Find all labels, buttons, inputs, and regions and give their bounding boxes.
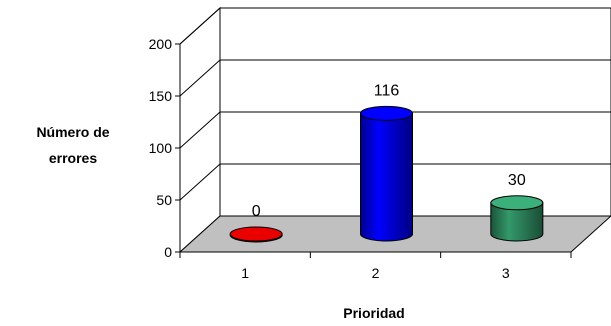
y-axis-label-line-1: Número de	[36, 124, 109, 140]
bar-top	[491, 196, 543, 210]
y-tick-label: 50	[156, 192, 172, 208]
bar-top	[361, 106, 413, 120]
bar-body	[361, 113, 413, 241]
x-tick-label: 2	[372, 265, 380, 281]
x-tick-label: 1	[241, 265, 249, 281]
x-axis-label: Prioridad	[343, 305, 404, 321]
bar-3	[491, 196, 543, 241]
x-tick-label: 3	[502, 265, 510, 281]
y-tick-labels: 0 50 100 150 200	[149, 36, 173, 260]
data-label: 116	[374, 82, 400, 99]
y-tick-label: 200	[149, 36, 173, 52]
y-tick-label: 150	[149, 88, 173, 104]
x-tick-labels: 1 2 3	[241, 265, 510, 281]
y-tick-label: 100	[149, 140, 173, 156]
bar-2	[361, 106, 413, 241]
y-axis-label-line-2: errores	[49, 150, 97, 166]
data-label: 30	[508, 172, 526, 189]
data-label: 0	[252, 203, 261, 220]
y-tick-label: 0	[164, 244, 172, 260]
bar-top	[230, 227, 282, 241]
bar-1	[230, 227, 282, 242]
